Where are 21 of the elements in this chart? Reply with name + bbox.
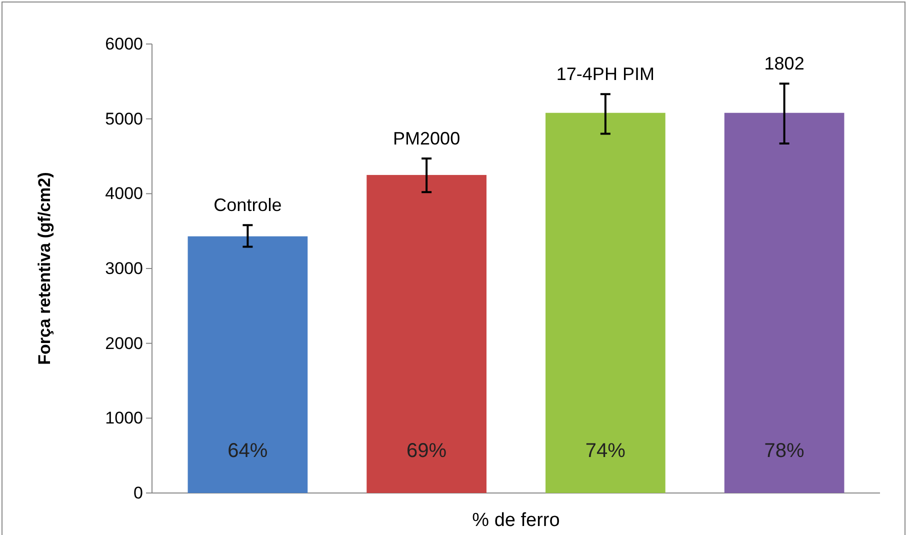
annotation: 17-4PH PIM	[556, 64, 654, 84]
y-axis-title: Força retentiva (gf/cm2)	[35, 172, 54, 365]
bar	[724, 112, 844, 493]
x-axis-title: % de ferro	[472, 510, 560, 531]
x-tick-label: 74%	[585, 440, 626, 462]
annotation: 1802	[764, 54, 804, 74]
y-tick-label: 4000	[105, 184, 143, 204]
x-tick-label: 64%	[228, 440, 268, 462]
bar	[546, 112, 666, 493]
y-tick-label: 1000	[105, 408, 143, 428]
x-tick-label: 78%	[764, 440, 805, 462]
y-tick-label: 5000	[105, 109, 143, 128]
bar	[188, 236, 308, 493]
bar	[366, 174, 486, 493]
y-tick-label: 2000	[105, 334, 143, 353]
x-tick-label: 69%	[406, 440, 447, 462]
annotation: Controle	[214, 195, 282, 216]
annotation: PM2000	[393, 128, 460, 148]
y-tick-label: 3000	[105, 258, 143, 278]
y-tick-label: 6000	[105, 34, 143, 54]
y-tick-label: 0	[134, 483, 143, 502]
